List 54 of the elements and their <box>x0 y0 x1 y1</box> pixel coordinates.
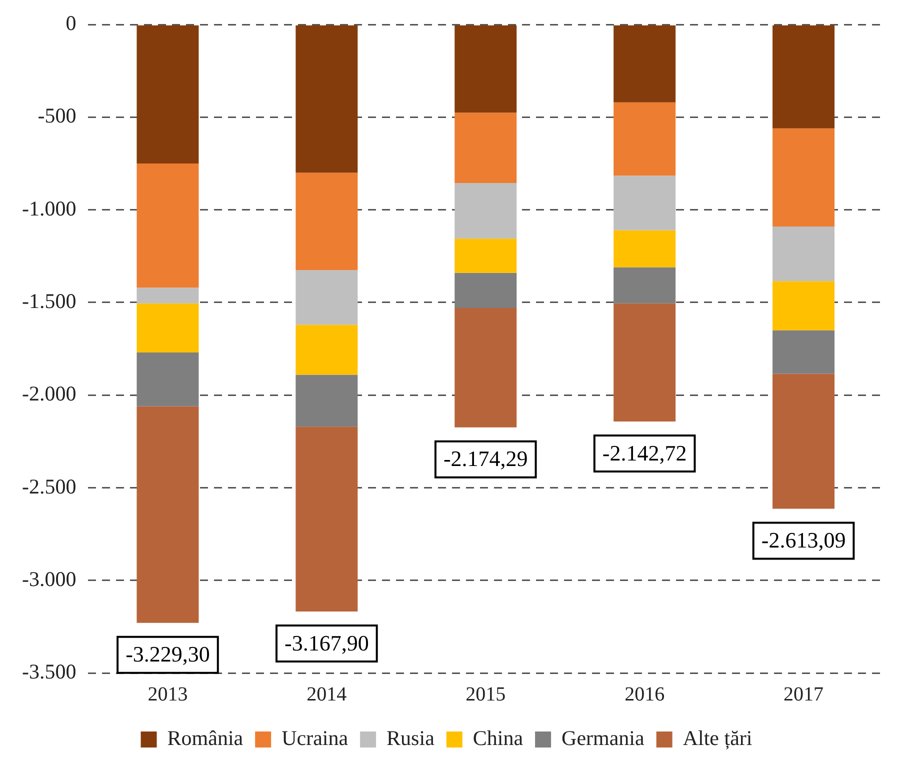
y-tick-label: -1.500 <box>22 289 76 313</box>
bar <box>614 267 676 304</box>
bar <box>614 25 676 102</box>
bar <box>136 288 199 304</box>
bar <box>136 303 199 353</box>
total-label: -2.142,72 <box>602 440 687 466</box>
bar <box>772 226 835 282</box>
y-tick-label: -1.000 <box>22 196 76 220</box>
y-tick-label: -500 <box>38 104 76 128</box>
legend-label: România <box>167 726 244 750</box>
legend-label: Alte țări <box>682 726 752 750</box>
bar <box>454 182 517 239</box>
bar <box>772 330 835 374</box>
x-tick-label: 2017 <box>784 683 824 706</box>
bar <box>454 272 517 308</box>
legend-label: Germania <box>562 726 646 750</box>
legend-label: Rusia <box>386 726 436 750</box>
bar <box>296 25 358 173</box>
y-tick-label: 0 <box>66 11 76 36</box>
bar <box>296 172 358 270</box>
bar <box>454 308 517 428</box>
bar <box>772 374 835 509</box>
bar <box>136 164 199 288</box>
bar <box>772 281 835 330</box>
legend-label: China <box>472 726 524 750</box>
bar <box>614 102 676 176</box>
x-tick-label: 2016 <box>624 683 665 706</box>
bar <box>454 238 517 273</box>
bar <box>296 374 358 427</box>
bar <box>296 426 358 612</box>
bar <box>454 25 517 113</box>
y-tick-label: -3.500 <box>22 660 76 684</box>
legend-label: Ucraina <box>282 726 349 750</box>
y-tick-label: -2.000 <box>22 382 76 406</box>
y-tick-label: -2.500 <box>22 474 76 498</box>
bar <box>296 324 358 375</box>
x-tick-label: 2014 <box>306 683 347 706</box>
bar <box>614 230 676 268</box>
bar <box>614 176 676 230</box>
x-tick-label: 2015 <box>466 683 506 706</box>
total-label: -3.167,90 <box>284 630 369 656</box>
total-label: -3.229,30 <box>126 642 210 667</box>
bar <box>614 303 676 422</box>
bar <box>772 25 835 128</box>
bar <box>136 352 199 406</box>
bar <box>296 270 358 325</box>
total-label: -2.613,09 <box>761 527 846 552</box>
bar <box>454 112 517 183</box>
bar <box>772 128 835 227</box>
bar <box>136 25 199 164</box>
bar <box>136 406 199 623</box>
x-tick-label: 2013 <box>148 683 188 706</box>
total-label: -2.174,29 <box>443 446 528 472</box>
y-tick-label: -3.000 <box>22 566 76 591</box>
